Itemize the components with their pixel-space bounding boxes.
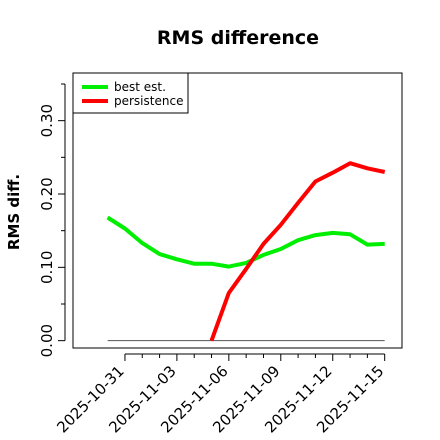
legend: best est.persistence	[72, 72, 189, 114]
plot-frame	[72, 72, 403, 349]
legend-label-best-est: best est.	[114, 80, 166, 94]
y-tick-label: 0.30	[38, 104, 56, 137]
y-tick-label: 0.20	[38, 177, 56, 210]
chart-title: RMS difference	[157, 27, 319, 49]
y-axis: 0.00 0.10 0.20 0.30	[38, 83, 66, 357]
y-axis-label: RMS diff.	[5, 174, 23, 250]
x-axis: 2025-10-312025-11-032025-11-062025-11-09…	[53, 353, 388, 436]
legend-box	[72, 72, 189, 114]
legend-label-persistence: persistence	[114, 94, 183, 108]
y-tick-label: 0.00	[38, 324, 56, 357]
series-line-best-est	[106, 215, 385, 269]
series-line-persistence	[209, 161, 386, 342]
y-tick-label: 0.10	[38, 251, 56, 284]
series-layer	[106, 161, 386, 342]
